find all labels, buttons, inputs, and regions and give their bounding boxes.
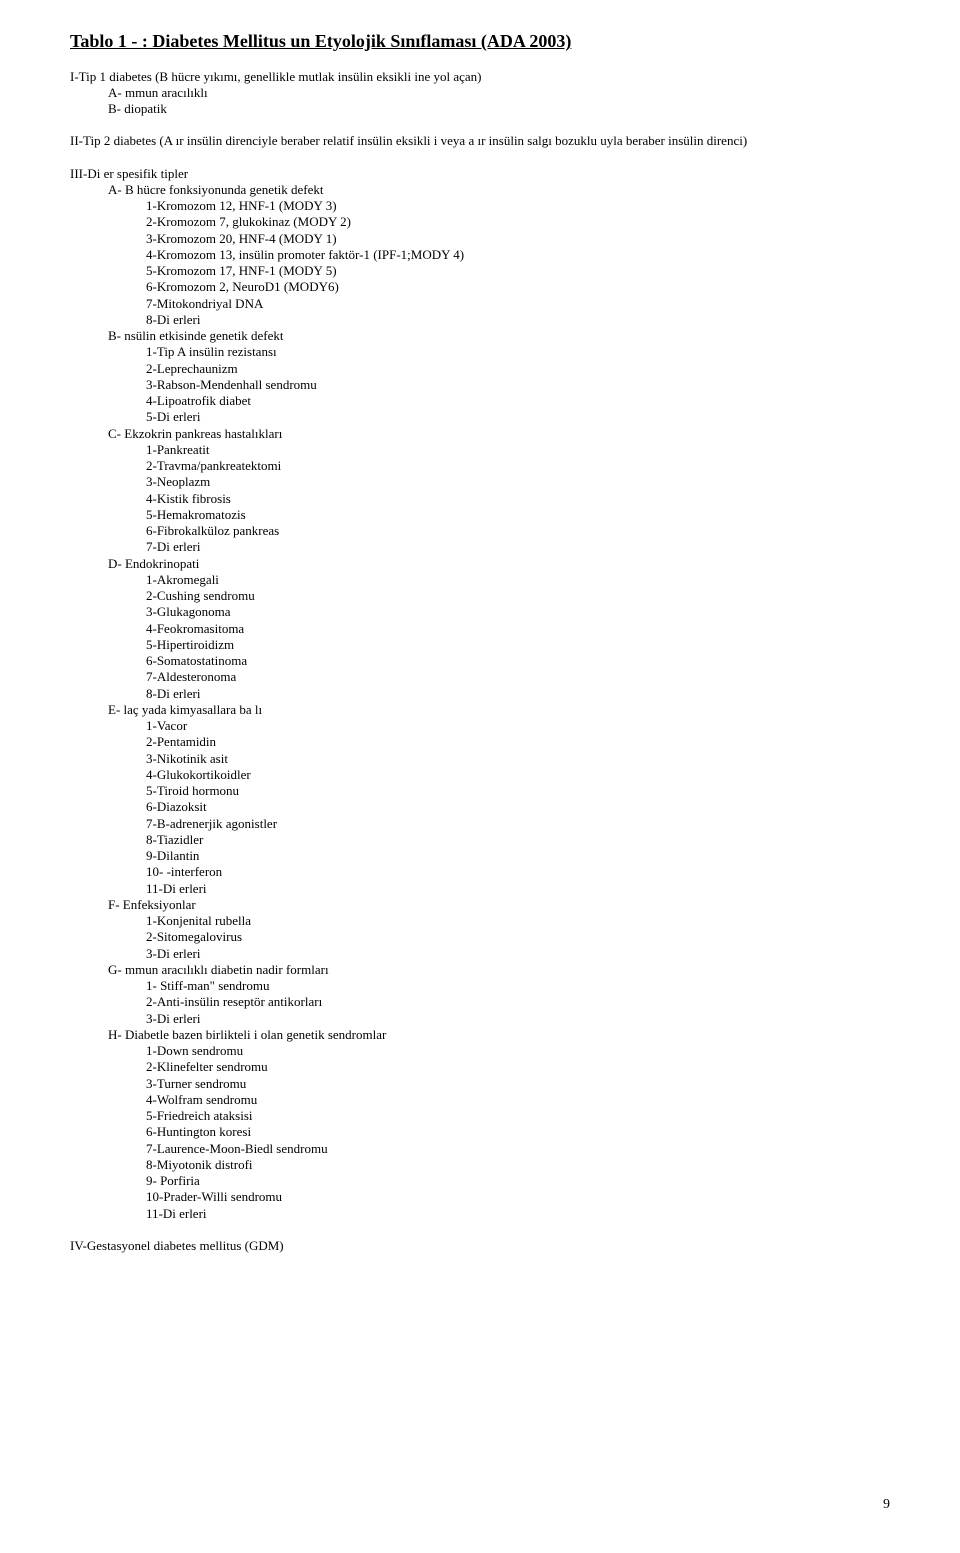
list-item: 4-Lipoatrofik diabet bbox=[70, 393, 890, 409]
list-item: 2-Klinefelter sendromu bbox=[70, 1059, 890, 1075]
list-item: 2-Sitomegalovirus bbox=[70, 929, 890, 945]
list-item: 5-Hemakromatozis bbox=[70, 507, 890, 523]
type3-heading: III-Di er spesifik tipler bbox=[70, 166, 890, 182]
type3-b-heading: B- nsülin etkisinde genetik defekt bbox=[70, 328, 890, 344]
list-item: 5-Friedreich ataksisi bbox=[70, 1108, 890, 1124]
list-item: 7-Laurence-Moon-Biedl sendromu bbox=[70, 1141, 890, 1157]
list-item: 10- -interferon bbox=[70, 864, 890, 880]
list-item: 2-Anti-insülin reseptör antikorları bbox=[70, 994, 890, 1010]
list-item: 2-Leprechaunizm bbox=[70, 361, 890, 377]
page-number: 9 bbox=[883, 1496, 890, 1514]
list-item: 4-Glukokortikoidler bbox=[70, 767, 890, 783]
type1-b: B- diopatik bbox=[70, 101, 890, 117]
list-item: 3-Kromozom 20, HNF-4 (MODY 1) bbox=[70, 231, 890, 247]
list-item: 1-Konjenital rubella bbox=[70, 913, 890, 929]
list-item: 1-Vacor bbox=[70, 718, 890, 734]
list-item: 8-Di erleri bbox=[70, 312, 890, 328]
list-item: 8-Tiazidler bbox=[70, 832, 890, 848]
list-item: 3-Glukagonoma bbox=[70, 604, 890, 620]
list-item: 3-Rabson-Mendenhall sendromu bbox=[70, 377, 890, 393]
list-item: 6-Fibrokalküloz pankreas bbox=[70, 523, 890, 539]
list-item: 11-Di erleri bbox=[70, 881, 890, 897]
list-item: 1- Stiff-man" sendromu bbox=[70, 978, 890, 994]
list-item: 4-Kromozom 13, insülin promoter faktör-1… bbox=[70, 247, 890, 263]
list-item: 5-Di erleri bbox=[70, 409, 890, 425]
list-item: 4-Wolfram sendromu bbox=[70, 1092, 890, 1108]
list-item: 2-Kromozom 7, glukokinaz (MODY 2) bbox=[70, 214, 890, 230]
list-item: 6-Diazoksit bbox=[70, 799, 890, 815]
list-item: 3-Di erleri bbox=[70, 946, 890, 962]
list-item: 2-Cushing sendromu bbox=[70, 588, 890, 604]
list-item: 6-Kromozom 2, NeuroD1 (MODY6) bbox=[70, 279, 890, 295]
list-item: 3-Neoplazm bbox=[70, 474, 890, 490]
type2-heading: II-Tip 2 diabetes (A ır insülin direnciy… bbox=[70, 133, 890, 149]
list-item: 11-Di erleri bbox=[70, 1206, 890, 1222]
list-item: 2-Pentamidin bbox=[70, 734, 890, 750]
list-item: 7-Di erleri bbox=[70, 539, 890, 555]
list-item: 1-Akromegali bbox=[70, 572, 890, 588]
list-item: 1-Kromozom 12, HNF-1 (MODY 3) bbox=[70, 198, 890, 214]
list-item: 8-Di erleri bbox=[70, 686, 890, 702]
table-title: Tablo 1 - : Diabetes Mellitus un Etyoloj… bbox=[70, 30, 890, 53]
type1-heading: I-Tip 1 diabetes (B hücre yıkımı, genell… bbox=[70, 69, 890, 85]
list-item: 8-Miyotonik distrofi bbox=[70, 1157, 890, 1173]
list-item: 6-Huntington koresi bbox=[70, 1124, 890, 1140]
type3-f-heading: F- Enfeksiyonlar bbox=[70, 897, 890, 913]
list-item: 6-Somatostatinoma bbox=[70, 653, 890, 669]
list-item: 2-Travma/pankreatektomi bbox=[70, 458, 890, 474]
type3-g-heading: G- mmun aracılıklı diabetin nadir formla… bbox=[70, 962, 890, 978]
list-item: 10-Prader-Willi sendromu bbox=[70, 1189, 890, 1205]
list-item: 9- Porfiria bbox=[70, 1173, 890, 1189]
list-item: 5-Hipertiroidizm bbox=[70, 637, 890, 653]
list-item: 4-Kistik fibrosis bbox=[70, 491, 890, 507]
list-item: 7-Aldesteronoma bbox=[70, 669, 890, 685]
list-item: 5-Tiroid hormonu bbox=[70, 783, 890, 799]
type4-heading: IV-Gestasyonel diabetes mellitus (GDM) bbox=[70, 1238, 890, 1254]
type1-a: A- mmun aracılıklı bbox=[70, 85, 890, 101]
list-item: 3-Di erleri bbox=[70, 1011, 890, 1027]
list-item: 7-B-adrenerjik agonistler bbox=[70, 816, 890, 832]
list-item: 1-Pankreatit bbox=[70, 442, 890, 458]
list-item: 1-Tip A insülin rezistansı bbox=[70, 344, 890, 360]
type3-h-heading: H- Diabetle bazen birlikteli i olan gene… bbox=[70, 1027, 890, 1043]
list-item: 3-Turner sendromu bbox=[70, 1076, 890, 1092]
type3-a-heading: A- B hücre fonksiyonunda genetik defekt bbox=[70, 182, 890, 198]
type3-e-heading: E- laç yada kimyasallara ba lı bbox=[70, 702, 890, 718]
type3-c-heading: C- Ekzokrin pankreas hastalıkları bbox=[70, 426, 890, 442]
list-item: 4-Feokromasitoma bbox=[70, 621, 890, 637]
list-item: 3-Nikotinik asit bbox=[70, 751, 890, 767]
list-item: 5-Kromozom 17, HNF-1 (MODY 5) bbox=[70, 263, 890, 279]
list-item: 9-Dilantin bbox=[70, 848, 890, 864]
type3-d-heading: D- Endokrinopati bbox=[70, 556, 890, 572]
list-item: 1-Down sendromu bbox=[70, 1043, 890, 1059]
list-item: 7-Mitokondriyal DNA bbox=[70, 296, 890, 312]
